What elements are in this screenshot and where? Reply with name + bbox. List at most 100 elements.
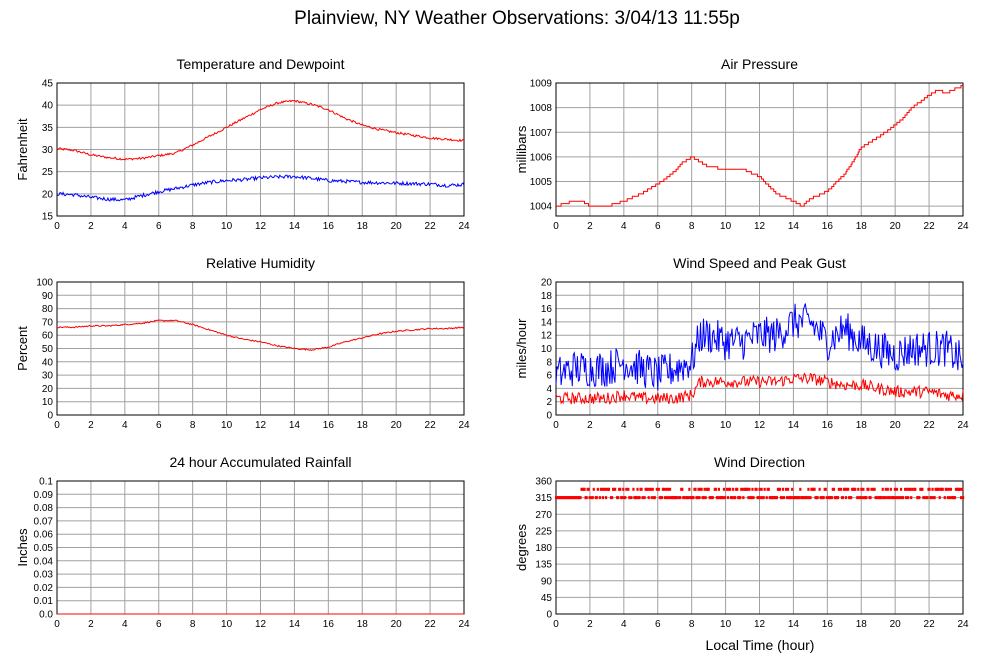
x-tick-label: 8 xyxy=(689,619,695,630)
direction-point xyxy=(782,496,786,500)
x-tick-label: 0 xyxy=(553,420,559,431)
x-tick-label: 24 xyxy=(458,619,470,630)
direction-point xyxy=(888,496,891,500)
direction-point xyxy=(809,496,812,500)
direction-point xyxy=(905,496,908,500)
direction-point xyxy=(832,487,835,491)
x-tick-label: 14 xyxy=(788,619,800,630)
direction-point xyxy=(647,496,650,500)
y-tick-label: 30 xyxy=(42,371,54,382)
direction-point xyxy=(762,496,765,500)
y-tick-label: 15 xyxy=(42,212,54,223)
direction-point xyxy=(818,487,821,491)
direction-point xyxy=(881,487,884,491)
direction-point xyxy=(707,487,710,491)
y-axis-label: Fahrenheit xyxy=(15,118,30,181)
x-tick-label: 18 xyxy=(357,619,369,630)
direction-point xyxy=(759,496,762,500)
direction-point xyxy=(894,496,898,500)
x-tick-label: 22 xyxy=(425,420,437,431)
y-tick-label: 2 xyxy=(546,397,552,408)
x-tick-label: 10 xyxy=(720,619,732,630)
direction-point xyxy=(601,496,605,500)
direction-point xyxy=(869,496,872,500)
direction-point xyxy=(662,487,666,491)
direction-point xyxy=(862,487,865,491)
direction-point xyxy=(841,496,845,500)
x-tick-label: 10 xyxy=(221,420,233,431)
x-tick-label: 8 xyxy=(689,221,695,232)
direction-point xyxy=(830,496,833,500)
x-tick-label: 20 xyxy=(391,619,403,630)
direction-point xyxy=(844,496,848,500)
direction-point xyxy=(734,496,737,500)
direction-point xyxy=(790,496,793,500)
x-tick-label: 6 xyxy=(156,420,162,431)
y-axis-label: millibars xyxy=(514,125,529,173)
direction-point xyxy=(603,487,607,491)
direction-point xyxy=(928,487,931,491)
direction-point xyxy=(910,496,913,500)
direction-point xyxy=(663,496,667,500)
direction-point xyxy=(714,487,717,491)
x-tick-label: 2 xyxy=(88,420,94,431)
direction-point xyxy=(837,487,841,491)
direction-point xyxy=(948,496,951,500)
x-tick-label: 8 xyxy=(190,420,196,431)
direction-point xyxy=(700,487,703,491)
direction-point xyxy=(687,496,690,500)
x-tick-label: 18 xyxy=(856,420,868,431)
x-tick-label: 24 xyxy=(957,420,969,431)
direction-point xyxy=(824,487,827,491)
y-axis-label: miles/hour xyxy=(514,318,529,379)
direction-point xyxy=(666,487,670,491)
x-tick-label: 2 xyxy=(88,221,94,232)
direction-point xyxy=(739,496,742,500)
x-tick-label: 8 xyxy=(190,619,196,630)
direction-point xyxy=(725,487,729,491)
direction-point xyxy=(755,487,758,491)
direction-point xyxy=(847,487,850,491)
direction-point xyxy=(716,496,719,500)
direction-point xyxy=(918,496,921,500)
direction-point xyxy=(640,487,643,491)
y-tick-label: 0.02 xyxy=(34,583,54,594)
direction-point xyxy=(889,487,892,491)
x-tick-label: 12 xyxy=(255,619,267,630)
x-tick-label: 6 xyxy=(156,221,162,232)
plot-border xyxy=(555,82,964,217)
direction-point xyxy=(949,487,952,491)
direction-point xyxy=(843,487,847,491)
direction-point xyxy=(813,487,816,491)
x-tick-label: 2 xyxy=(587,619,593,630)
direction-point xyxy=(614,487,617,491)
x-tick-label: 14 xyxy=(289,221,301,232)
chart-title: Relative Humidity xyxy=(206,255,315,271)
y-tick-label: 16 xyxy=(541,304,553,315)
direction-point xyxy=(763,487,766,491)
direction-point xyxy=(592,487,595,491)
direction-point xyxy=(750,496,753,500)
x-tick-label: 12 xyxy=(754,221,766,232)
direction-point xyxy=(880,496,883,500)
direction-point xyxy=(726,496,730,500)
direction-point xyxy=(760,487,763,491)
direction-point xyxy=(911,487,914,491)
direction-point xyxy=(962,496,965,500)
direction-point xyxy=(585,496,588,500)
direction-point xyxy=(937,487,940,491)
direction-point xyxy=(746,487,749,491)
direction-point xyxy=(904,487,907,491)
y-tick-label: 1009 xyxy=(530,79,553,90)
x-tick-label: 14 xyxy=(788,420,800,431)
y-tick-label: 14 xyxy=(541,317,553,328)
direction-point xyxy=(778,487,782,491)
x-tick-label: 0 xyxy=(553,221,559,232)
direction-point xyxy=(895,487,899,491)
direction-point xyxy=(741,487,744,491)
direction-point xyxy=(681,487,684,491)
direction-point xyxy=(930,496,933,500)
direction-point xyxy=(892,496,896,500)
